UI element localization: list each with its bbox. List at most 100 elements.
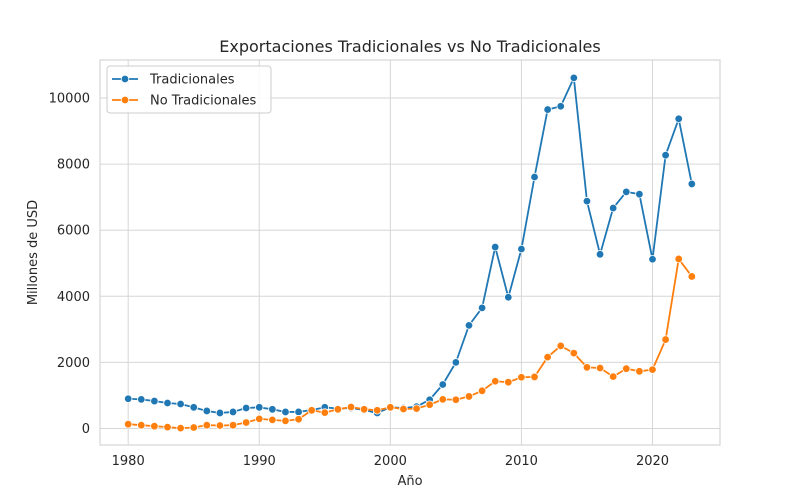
x-tick-label: 2020 [636,454,669,469]
legend-marker [120,74,130,84]
data-point [595,363,605,373]
plot-frame [99,59,721,446]
data-point [176,423,185,433]
data-point [123,394,133,403]
y-tick-label: 2000 [57,356,90,371]
y-tick-label: 8000 [57,158,90,173]
data-point [648,365,657,374]
y-tick-label: 6000 [57,224,90,239]
data-point [517,244,526,254]
x-tick-label: 1990 [243,454,276,469]
data-point [137,420,146,430]
data-point [346,402,356,412]
data-point [320,408,329,417]
x-tick-label: 2000 [374,454,407,469]
data-point [412,404,421,413]
data-point [477,303,487,313]
y-tick-labels: 0 2000 4000 6000 8000 10000 [49,92,90,437]
series-no-tradicionales [123,254,697,433]
data-point [294,415,303,424]
data-point [163,422,172,432]
data-point [543,105,552,114]
data-point [504,293,513,302]
data-point [556,341,565,351]
data-point [294,407,303,417]
data-point [530,372,539,382]
y-tick-label: 0 [82,422,90,437]
data-point [202,420,212,430]
data-point [674,114,683,124]
data-point [189,403,198,412]
data-point [661,150,670,160]
data-point [595,250,605,259]
data-point [464,321,474,330]
data-point [215,421,225,430]
data-point [438,395,447,404]
y-tick-label: 10000 [49,92,90,107]
legend-label: Tradicionales [149,73,235,88]
x-axis-label: Año [397,474,422,489]
data-point [569,348,579,358]
x-tick-label: 2010 [505,454,538,469]
data-point [386,403,395,412]
legend-item: No Tradicionales [112,94,257,109]
legend-marker [120,95,130,105]
data-point [150,421,159,431]
x-tick-label: 1980 [112,454,145,469]
data-point [281,416,290,426]
data-point [451,358,461,367]
data-point [530,172,539,182]
data-point [569,73,579,83]
data-point [687,272,697,281]
data-point [255,403,264,412]
legend-box [106,65,272,114]
data-point [137,395,146,404]
data-point [241,418,251,427]
y-axis-label: Millones de USD [26,200,41,305]
data-point [373,406,382,415]
data-point [333,405,343,414]
data-point [661,335,670,344]
data-point [451,395,461,404]
data-point [517,373,526,382]
data-point [687,179,697,189]
data-point [176,399,185,409]
data-point [241,403,251,413]
data-point [163,398,172,408]
data-point [438,380,447,389]
data-point [425,400,434,409]
data-point [648,255,657,264]
data-point [674,254,683,264]
legend-label: No Tradicionales [150,94,257,109]
data-point [477,386,487,396]
data-point [504,378,513,387]
data-point [150,396,159,406]
data-point [359,405,369,414]
data-point [228,407,238,417]
data-point [608,203,618,213]
data-point [268,415,277,425]
data-point [635,189,644,199]
data-point [215,408,225,418]
data-point [281,407,290,417]
data-point [608,372,618,381]
series-layer [123,73,697,433]
data-point [399,404,408,414]
data-point [189,423,198,432]
data-point [556,102,565,111]
data-point [491,377,500,386]
data-point [622,187,631,197]
data-point [202,406,212,416]
data-point [622,364,631,373]
chart-title: Exportaciones Tradicionales vs No Tradic… [219,37,600,56]
legend: Tradicionales No Tradicionales [106,65,272,114]
data-point [491,242,500,252]
data-point [307,406,316,415]
data-point [582,363,592,372]
legend-item: Tradicionales [112,73,235,88]
y-tick-label: 4000 [57,290,90,305]
data-point [464,392,474,401]
x-tick-labels: 1980 1990 2000 2010 2020 [112,454,669,469]
